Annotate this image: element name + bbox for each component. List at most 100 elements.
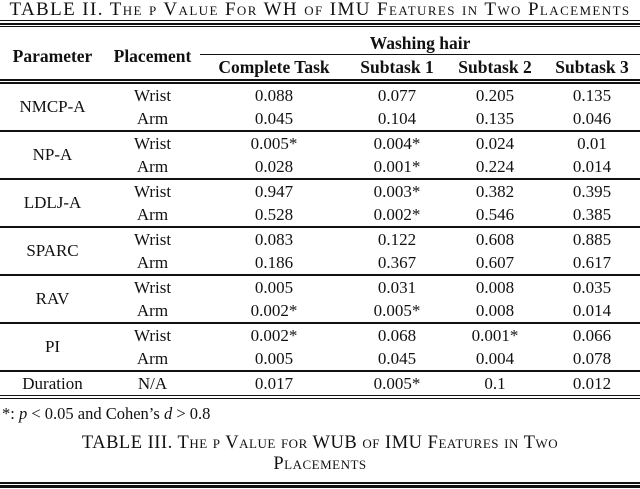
- footnote-p-symbol: p: [18, 404, 28, 423]
- header-row-group: Parameter Placement Washing hair: [0, 33, 640, 84]
- p-value-cell: 0.005*: [373, 300, 421, 320]
- p-value-cell: 0.028: [254, 156, 294, 176]
- p-value-cell: 0.122: [348, 226, 446, 251]
- table-row: Duration N/A 0.017 0.005* 0.1 0.012: [0, 370, 640, 399]
- p-value-cell: 0.617: [572, 252, 612, 272]
- p-value-cell: 0.012: [544, 370, 640, 399]
- header-row-subtasks: Complete Task Subtask 1 Subtask 2 Subtas…: [0, 54, 640, 84]
- placement-cell: Arm: [136, 300, 169, 320]
- col-header-parameter: Parameter: [0, 33, 105, 84]
- parameter-cell: PI: [0, 322, 105, 371]
- p-value-cell: 0.135: [475, 108, 515, 128]
- p-value-cell: 0.068: [348, 322, 446, 347]
- p-value-cell: 0.607: [475, 252, 515, 272]
- p-value-cell: 0.008: [446, 274, 544, 299]
- top-double-rule: [0, 23, 640, 27]
- parameter-cell: LDLJ-A: [0, 178, 105, 227]
- table-row: Arm 0.528 0.002* 0.546 0.385: [0, 203, 640, 227]
- placement-cell: Wrist: [105, 178, 200, 203]
- p-value-cell: 0.004*: [348, 130, 446, 155]
- table2-footnote: *: p < 0.05 and Cohen’s d > 0.8: [0, 404, 640, 424]
- p-value-cell: 0.066: [544, 322, 640, 347]
- bottom-double-rule: [0, 482, 640, 488]
- table-row: LDLJ-A Wrist 0.947 0.003* 0.382 0.395: [0, 178, 640, 227]
- p-value-cell: 0.031: [348, 274, 446, 299]
- col-header-subtask-3: Subtask 3: [544, 54, 640, 84]
- footnote-marker: *:: [2, 404, 19, 423]
- p-value-cell: 0.885: [544, 226, 640, 251]
- parameter-cell: SPARC: [0, 226, 105, 275]
- p-value-cell: 0.001*: [446, 322, 544, 347]
- p-value-cell: 0.005: [254, 348, 294, 368]
- col-header-subtask-1: Subtask 1: [348, 54, 446, 84]
- p-value-cell: 0.004: [475, 348, 515, 368]
- col-group-washing-hair: Washing hair: [200, 33, 640, 55]
- table-row: Arm 0.045 0.104 0.135 0.046: [0, 107, 640, 131]
- p-value-cell: 0.224: [475, 156, 515, 176]
- p-value-cell: 0.002*: [373, 204, 421, 224]
- footnote-middle-text: < 0.05 and Cohen’s: [27, 404, 164, 423]
- p-value-cell: 0.077: [348, 80, 446, 107]
- footnote-tail-text: > 0.8: [172, 404, 211, 423]
- p-value-cell: 0.528: [254, 204, 294, 224]
- table2-caption: TABLE II. The p Value For WH of IMU Feat…: [0, 0, 640, 21]
- p-value-cell: 0.001*: [373, 156, 421, 176]
- placement-cell: Arm: [136, 204, 169, 224]
- p-value-cell: 0.367: [377, 252, 417, 272]
- placement-cell: Wrist: [105, 226, 200, 251]
- table-row: Arm 0.028 0.001* 0.224 0.014: [0, 155, 640, 179]
- parameter-cell: NP-A: [0, 130, 105, 179]
- p-value-cell: 0.003*: [348, 178, 446, 203]
- placement-cell: Arm: [136, 108, 169, 128]
- p-value-cell: 0.005*: [348, 370, 446, 399]
- placement-cell: Wrist: [105, 322, 200, 347]
- footnote-d-symbol: d: [163, 404, 173, 423]
- p-value-cell: 0.005: [200, 274, 348, 299]
- p-value-cell: 0.078: [572, 348, 612, 368]
- bottom-rule-thin-line: [0, 482, 640, 484]
- p-value-cell: 0.947: [200, 178, 348, 203]
- table-row: NP-A Wrist 0.005* 0.004* 0.024 0.01: [0, 130, 640, 179]
- p-value-cell: 0.104: [377, 108, 417, 128]
- p-value-cell: 0.205: [446, 80, 544, 107]
- table-row: Arm 0.002* 0.005* 0.008 0.014: [0, 299, 640, 323]
- placement-cell: Wrist: [105, 80, 200, 107]
- p-value-table: Parameter Placement Washing hair Complet…: [0, 33, 640, 399]
- col-header-placement: Placement: [105, 33, 200, 84]
- placement-cell: Wrist: [105, 130, 200, 155]
- p-value-cell: 0.045: [377, 348, 417, 368]
- col-header-subtask-2: Subtask 2: [446, 54, 544, 84]
- table-row: PI Wrist 0.002* 0.068 0.001* 0.066: [0, 322, 640, 371]
- placement-cell: Wrist: [105, 274, 200, 299]
- p-value-cell: 0.546: [475, 204, 515, 224]
- p-value-cell: 0.002*: [200, 322, 348, 347]
- table3-caption: TABLE III. The p Value for WUB of IMU Fe…: [81, 433, 559, 474]
- table-row: RAV Wrist 0.005 0.031 0.008 0.035: [0, 274, 640, 323]
- p-value-cell: 0.385: [572, 204, 612, 224]
- placement-cell: Arm: [136, 348, 169, 368]
- p-value-cell: 0.608: [446, 226, 544, 251]
- parameter-cell: RAV: [0, 274, 105, 323]
- table-row: NMCP-A Wrist 0.088 0.077 0.205 0.135: [0, 80, 640, 131]
- p-value-cell: 0.135: [544, 80, 640, 107]
- p-value-cell: 0.088: [200, 80, 348, 107]
- p-value-cell: 0.046: [572, 108, 612, 128]
- p-value-cell: 0.1: [446, 370, 544, 399]
- col-header-complete-task: Complete Task: [200, 54, 348, 84]
- p-value-cell: 0.395: [544, 178, 640, 203]
- p-value-cell: 0.017: [200, 370, 348, 399]
- parameter-cell: Duration: [0, 370, 105, 399]
- p-value-cell: 0.002*: [250, 300, 298, 320]
- p-value-cell: 0.035: [544, 274, 640, 299]
- p-value-cell: 0.186: [254, 252, 294, 272]
- table-row: SPARC Wrist 0.083 0.122 0.608 0.885: [0, 226, 640, 275]
- table-row: Arm 0.186 0.367 0.607 0.617: [0, 251, 640, 275]
- placement-cell: Arm: [136, 252, 169, 272]
- p-value-cell: 0.01: [544, 130, 640, 155]
- p-value-cell: 0.045: [254, 108, 294, 128]
- p-value-cell: 0.382: [446, 178, 544, 203]
- p-value-cell: 0.024: [446, 130, 544, 155]
- p-value-cell: 0.005*: [200, 130, 348, 155]
- p-value-cell: 0.014: [572, 156, 612, 176]
